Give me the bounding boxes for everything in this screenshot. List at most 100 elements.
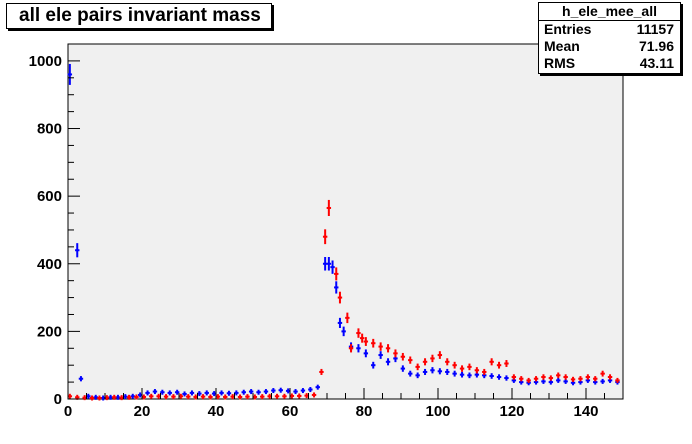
stats-rms-label: RMS [544, 55, 576, 71]
data-point [496, 361, 502, 369]
data-point [282, 393, 287, 399]
data-point [452, 370, 457, 377]
data-point [400, 365, 406, 372]
data-point [75, 243, 80, 258]
data-point [541, 374, 546, 380]
data-point [356, 328, 361, 338]
data-point [437, 368, 443, 375]
data-point [263, 389, 269, 395]
data-point [115, 394, 121, 400]
data-point [330, 260, 335, 274]
data-point [348, 344, 354, 353]
data-point [459, 365, 465, 372]
data-point [160, 389, 165, 395]
data-point [322, 229, 328, 245]
data-point [356, 344, 361, 353]
data-point [459, 371, 465, 378]
data-point [89, 395, 95, 401]
data-point [385, 358, 391, 366]
data-point [437, 351, 443, 359]
data-point [578, 376, 583, 382]
data-point [67, 63, 73, 85]
x-tick-label: 80 [356, 403, 373, 420]
data-point [293, 389, 298, 395]
data-point [256, 389, 261, 395]
data-point [97, 395, 102, 401]
data-point [482, 368, 487, 375]
data-point [245, 394, 250, 400]
data-point [78, 376, 84, 382]
data-point [519, 376, 524, 382]
y-tick-label: 1000 [29, 53, 62, 70]
chart-title: all ele pairs invariant mass [6, 3, 272, 29]
data-point [337, 291, 343, 304]
data-point [600, 378, 605, 384]
data-point [600, 370, 605, 377]
data-point [223, 394, 228, 400]
data-point [248, 389, 254, 395]
data-point [319, 368, 324, 375]
data-point [341, 326, 346, 337]
stats-mean-value: 71.96 [638, 38, 674, 54]
stats-rms-value: 43.11 [639, 55, 674, 71]
data-point [570, 376, 576, 382]
x-axis: 0 20 40 60 80 100 120 140 [64, 388, 624, 420]
data-point [445, 358, 450, 366]
data-point [467, 372, 472, 379]
data-point [326, 257, 332, 271]
stats-row-entries: Entries 11157 [539, 21, 680, 38]
data-point [467, 363, 472, 371]
data-point [130, 393, 135, 399]
data-point [189, 390, 195, 396]
y-axis: 0 200 400 600 800 1000 [29, 43, 80, 408]
data-point [504, 360, 509, 367]
x-tick-label: 40 [208, 403, 225, 420]
data-point [511, 374, 517, 380]
x-tick-label: 0 [64, 403, 72, 420]
data-point [200, 394, 206, 400]
data-point [219, 390, 224, 396]
data-point [234, 390, 239, 396]
stats-row-rms: RMS 43.11 [539, 55, 680, 72]
data-point [422, 368, 428, 375]
x-tick-label: 120 [499, 403, 524, 420]
data-point [308, 387, 313, 393]
data-point [186, 394, 191, 400]
data-point [337, 317, 343, 328]
data-point [204, 390, 209, 396]
data-point [237, 394, 243, 400]
data-point [593, 376, 598, 382]
stats-entries-label: Entries [544, 21, 592, 37]
data-point [163, 394, 169, 400]
x-tick-label: 140 [573, 403, 598, 420]
data-point [112, 394, 117, 400]
y-tick-label: 800 [37, 121, 62, 138]
data-point [563, 378, 568, 384]
data-point [393, 349, 398, 358]
y-tick-label: 0 [54, 391, 62, 408]
data-point [385, 344, 391, 353]
data-point [182, 391, 187, 397]
data-point [363, 349, 369, 358]
data-point [400, 352, 406, 361]
data-point [326, 199, 332, 217]
data-point [452, 361, 457, 369]
data-point [149, 393, 154, 399]
x-tick-label: 100 [425, 403, 450, 420]
data-point [548, 375, 554, 381]
data-point [585, 374, 591, 380]
data-point [371, 338, 376, 348]
data-point [278, 387, 283, 393]
plot-frame [67, 43, 624, 400]
stats-entries-value: 11157 [636, 21, 674, 37]
stats-histogram-name: h_ele_mee_all [539, 3, 680, 21]
data-point [297, 393, 302, 399]
data-point [378, 342, 383, 351]
data-point [145, 390, 150, 396]
data-point [489, 373, 494, 379]
y-tick-label: 600 [37, 188, 62, 205]
data-point [615, 377, 620, 383]
stats-row-mean: Mean 71.96 [539, 38, 680, 55]
data-point [274, 393, 280, 399]
data-point [311, 392, 317, 398]
